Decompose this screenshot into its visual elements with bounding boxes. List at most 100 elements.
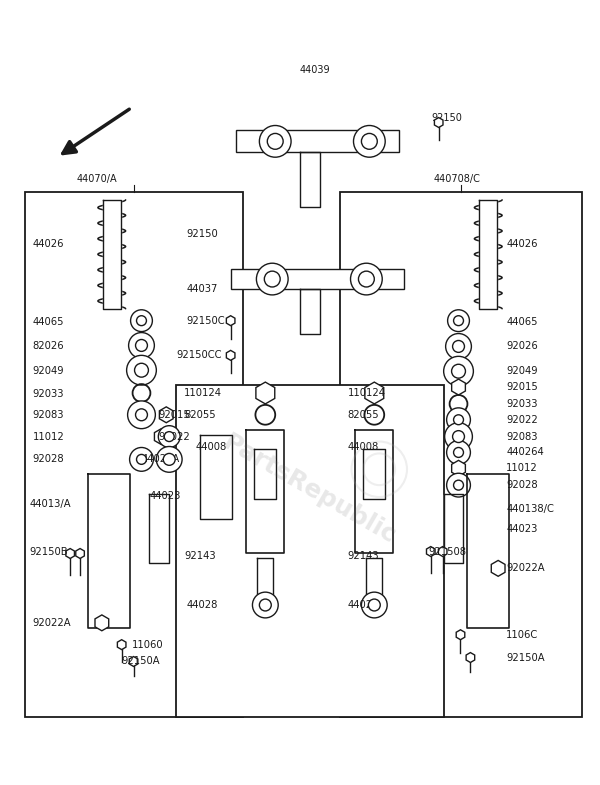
Circle shape (259, 126, 291, 157)
Circle shape (446, 334, 472, 360)
Polygon shape (456, 630, 465, 640)
Circle shape (452, 341, 464, 352)
Polygon shape (247, 429, 284, 553)
Bar (340, 192, 583, 717)
Bar (230, 269, 404, 289)
Polygon shape (103, 200, 121, 309)
Circle shape (268, 133, 283, 149)
Circle shape (445, 422, 472, 451)
Text: 92049: 92049 (506, 366, 538, 376)
Polygon shape (434, 118, 443, 127)
Polygon shape (300, 152, 320, 206)
Text: 110124: 110124 (347, 388, 386, 398)
Text: 92143: 92143 (347, 552, 379, 561)
Text: 44008: 44008 (347, 443, 379, 452)
Circle shape (368, 599, 380, 611)
Text: 11012: 11012 (32, 432, 64, 442)
Polygon shape (367, 558, 382, 613)
Circle shape (256, 263, 288, 295)
Polygon shape (88, 474, 130, 628)
Text: 92015: 92015 (506, 382, 538, 392)
Circle shape (130, 447, 154, 471)
Text: 921508: 921508 (429, 546, 467, 557)
Text: 92026: 92026 (506, 341, 538, 352)
Text: 11060: 11060 (131, 640, 163, 650)
Text: 92049: 92049 (32, 366, 64, 376)
Text: PartsRepublic: PartsRepublic (219, 429, 401, 549)
Circle shape (259, 599, 271, 611)
Circle shape (353, 126, 385, 157)
Text: 82055: 82055 (184, 410, 216, 420)
Text: 44037: 44037 (186, 284, 217, 294)
Polygon shape (95, 615, 109, 631)
Circle shape (452, 364, 466, 378)
Circle shape (454, 414, 463, 425)
Circle shape (128, 333, 154, 358)
Polygon shape (149, 494, 169, 564)
Text: 92022A: 92022A (32, 618, 71, 628)
Text: 92083: 92083 (32, 410, 64, 420)
Polygon shape (364, 450, 385, 499)
Polygon shape (365, 382, 384, 404)
Polygon shape (129, 656, 138, 666)
Circle shape (446, 473, 470, 497)
Text: 92150A: 92150A (506, 652, 545, 663)
Polygon shape (118, 640, 126, 650)
Text: 44028: 44028 (347, 600, 379, 610)
Circle shape (361, 592, 387, 618)
Text: 44023: 44023 (149, 491, 181, 501)
Text: 92022: 92022 (158, 432, 190, 442)
Text: 1106C: 1106C (506, 630, 538, 640)
Text: 44028: 44028 (186, 600, 217, 610)
Polygon shape (160, 407, 173, 422)
Circle shape (361, 133, 377, 149)
Polygon shape (300, 289, 320, 334)
Polygon shape (256, 382, 275, 404)
Circle shape (265, 271, 280, 287)
Text: 44065: 44065 (32, 316, 64, 327)
Polygon shape (66, 549, 74, 558)
Circle shape (448, 310, 469, 331)
Text: 44070/A: 44070/A (77, 174, 117, 184)
Text: 92033: 92033 (32, 389, 64, 399)
Circle shape (136, 339, 148, 352)
Polygon shape (254, 450, 276, 499)
Text: 44026: 44026 (506, 239, 538, 250)
Polygon shape (452, 460, 466, 476)
Text: 44008: 44008 (196, 443, 227, 452)
Circle shape (158, 425, 180, 447)
Polygon shape (200, 435, 232, 519)
Circle shape (443, 356, 473, 386)
Text: 92083: 92083 (506, 432, 538, 442)
Polygon shape (466, 652, 475, 663)
Text: 92022A: 92022A (506, 564, 545, 573)
Text: 92150B: 92150B (29, 546, 68, 557)
Text: 92150CC: 92150CC (176, 350, 221, 360)
Text: 44013/A: 44013/A (29, 499, 71, 509)
Polygon shape (154, 429, 168, 444)
Circle shape (253, 592, 278, 618)
Text: 92150A: 92150A (122, 656, 160, 666)
Text: 92150: 92150 (431, 112, 462, 122)
Polygon shape (427, 546, 435, 557)
Circle shape (454, 447, 463, 458)
Circle shape (157, 447, 182, 473)
Circle shape (137, 316, 146, 326)
Text: 44065: 44065 (506, 316, 538, 327)
Text: 110124: 110124 (184, 388, 222, 398)
Text: 82055: 82055 (347, 410, 379, 420)
Text: 440264: 440264 (506, 447, 544, 458)
Text: 92015: 92015 (158, 410, 190, 420)
Text: 440708/C: 440708/C (433, 174, 480, 184)
Bar (236, 130, 399, 152)
Circle shape (128, 401, 155, 429)
Text: 44026: 44026 (32, 239, 64, 250)
Circle shape (454, 316, 463, 326)
Circle shape (350, 263, 382, 295)
Text: 92033: 92033 (506, 399, 538, 409)
Polygon shape (226, 316, 235, 326)
Polygon shape (355, 429, 393, 553)
Circle shape (137, 455, 146, 465)
Circle shape (454, 480, 463, 490)
Polygon shape (76, 549, 85, 558)
